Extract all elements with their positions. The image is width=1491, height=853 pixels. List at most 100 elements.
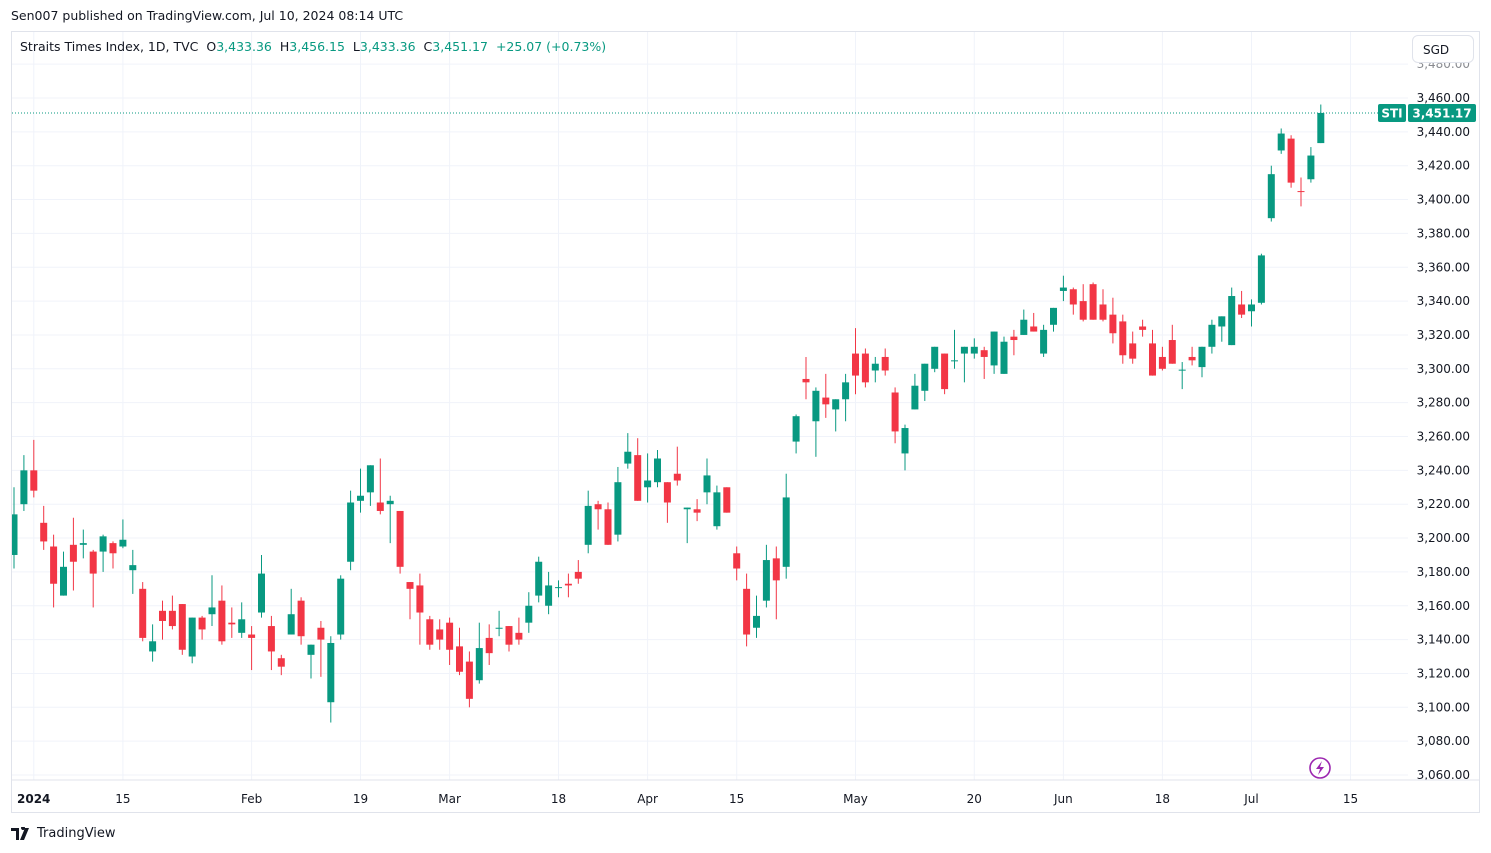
x-tick-label: 18 [1155,792,1170,806]
candle-body [782,497,790,567]
candle [446,617,454,665]
x-tick-label: Jun [1053,792,1073,806]
candle-body [1307,155,1315,180]
candle-body [852,353,859,376]
candle [248,626,256,671]
candle [109,541,117,569]
candle-body [1139,326,1147,330]
candle [69,517,77,591]
candle [772,546,780,620]
candle [921,363,929,401]
last-price-tag [1408,103,1476,122]
legend-close: C3,451.17 [423,39,488,54]
candle-body [594,504,602,510]
y-tick-label: 3,260.00 [1417,430,1470,444]
candle [139,582,147,642]
candle [663,482,671,523]
candle [89,549,97,608]
candle-body [604,509,612,545]
candle [832,399,840,432]
x-tick-label: 19 [353,792,368,806]
candle [1010,329,1018,356]
candle [723,487,731,513]
candle-body [376,502,384,511]
candle-body [89,551,97,574]
candle-body [1149,343,1156,376]
candle [1267,165,1275,222]
candle [188,617,196,664]
candle-body [317,627,325,640]
candle-body [881,356,889,371]
candle-body [208,607,216,615]
candle-body [535,561,543,596]
candle-body [1020,319,1028,335]
candle [545,571,553,615]
candle [337,575,345,640]
lightning-icon-bolt [1316,761,1324,775]
candle [485,624,493,665]
candle-body [109,543,117,554]
candle-body [574,571,582,579]
candle [258,554,265,618]
candle-body [20,470,28,505]
candle [1000,336,1008,374]
candle-body [337,578,345,635]
candle-body [713,492,721,527]
candle-body [584,505,592,545]
candle-body [168,610,176,627]
candle-body [654,458,661,483]
candle-body [465,661,473,699]
candle [654,450,661,488]
candle-body [743,588,751,635]
candle [406,582,414,620]
lightning-icon[interactable] [1309,757,1331,779]
candle-body [1208,324,1216,347]
candle [347,490,355,571]
y-tick-label: 3,060.00 [1417,768,1470,782]
candle [1248,299,1255,327]
x-tick-label: 2024 [17,792,50,806]
candle-body [396,510,404,567]
candle-body [921,363,929,391]
candle [149,624,157,662]
candle-body [1198,346,1206,368]
candle [20,455,28,511]
candle [693,499,701,522]
x-tick-label: 15 [1343,792,1358,806]
candle [1198,346,1206,378]
candle [198,615,206,640]
candle-body [495,627,503,629]
symbol-title: Straits Times Index, 1D, TVC [20,39,199,54]
candle [861,348,869,388]
candle-body [307,644,315,655]
tradingview-footer[interactable]: TradingView [11,826,116,841]
candle [12,487,18,569]
candle-body [911,385,919,410]
candle [881,348,889,376]
candle-body [1059,287,1067,291]
y-tick-label: 3,380.00 [1417,226,1470,240]
candle [317,620,325,677]
candle [1287,135,1295,188]
candle [980,346,988,379]
candle-body [1129,343,1137,359]
candle [1089,282,1097,320]
candle-body [1188,356,1196,361]
candle-body [832,399,840,410]
last-price-label: 3,451.17 [1412,106,1471,120]
candle [119,519,127,549]
candle-body [60,566,67,596]
y-tick-label: 3,140.00 [1417,633,1470,647]
chart-pane[interactable] [11,31,1480,813]
candle [357,468,364,513]
candle-body [1089,284,1097,320]
currency-button[interactable]: SGD [1412,35,1474,63]
candle [1297,177,1305,207]
candle [1238,290,1246,319]
candle [277,654,285,676]
candle-body [426,619,434,645]
candle-body [525,605,533,623]
candle [456,627,463,676]
candle [802,356,810,400]
